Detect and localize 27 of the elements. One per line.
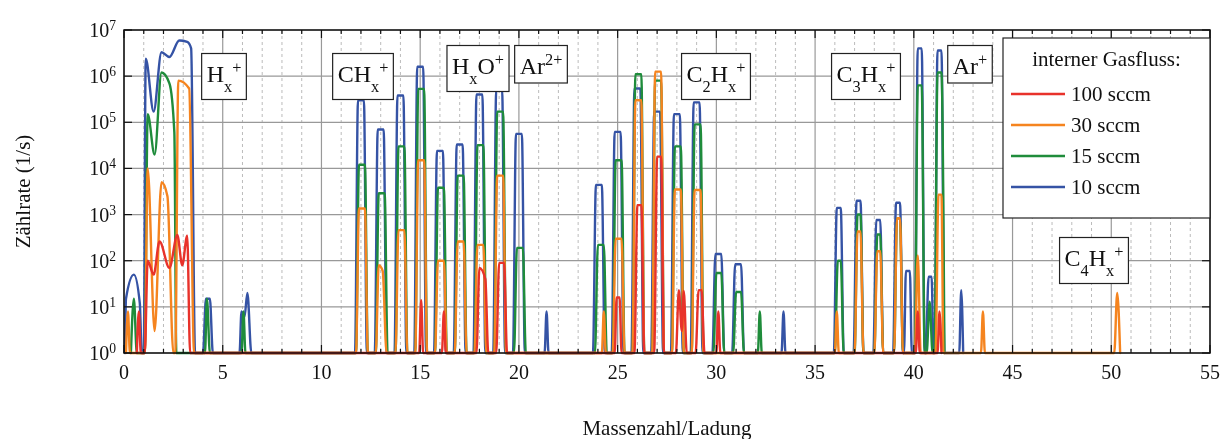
x-tick-label: 20 xyxy=(508,361,529,383)
x-tick-label: 30 xyxy=(706,361,727,383)
x-axis-title: Massenzahl/Ladung xyxy=(582,416,753,439)
y-tick-label: 10$^{5}$ xyxy=(89,109,117,134)
legend-label: 10 sccm xyxy=(1071,175,1141,199)
legend-label: 30 sccm xyxy=(1071,113,1141,137)
legend-label: 15 sccm xyxy=(1071,144,1141,168)
legend-title: interner Gasfluss: xyxy=(1032,47,1181,71)
y-tick-label: 10$^{6}$ xyxy=(89,63,117,88)
x-tick-label: 50 xyxy=(1101,361,1122,383)
x-tick-label: 5 xyxy=(217,361,228,383)
x-tick-label: 55 xyxy=(1200,361,1220,383)
x-tick-label: 40 xyxy=(903,361,924,383)
y-tick-label: 10$^{0}$ xyxy=(89,340,117,364)
y-tick-label: 10$^{1}$ xyxy=(89,294,116,318)
x-tick-label: 45 xyxy=(1002,361,1023,383)
x-tick-label: 0 xyxy=(119,361,129,383)
x-tick-label: 25 xyxy=(607,361,628,383)
x-tick-label: 10 xyxy=(311,361,332,383)
legend-label: 100 sccm xyxy=(1071,82,1151,106)
y-tick-label: 10$^{7}$ xyxy=(89,17,117,41)
y-tick-label: 10$^{2}$ xyxy=(89,248,117,272)
y-axis-title: Zählrate (1/s) xyxy=(11,134,35,249)
x-tick-label: 35 xyxy=(805,361,826,383)
x-tick-label: 15 xyxy=(410,361,431,383)
y-tick-label: 10$^{3}$ xyxy=(89,202,117,226)
y-tick-label: 10$^{4}$ xyxy=(89,155,117,180)
